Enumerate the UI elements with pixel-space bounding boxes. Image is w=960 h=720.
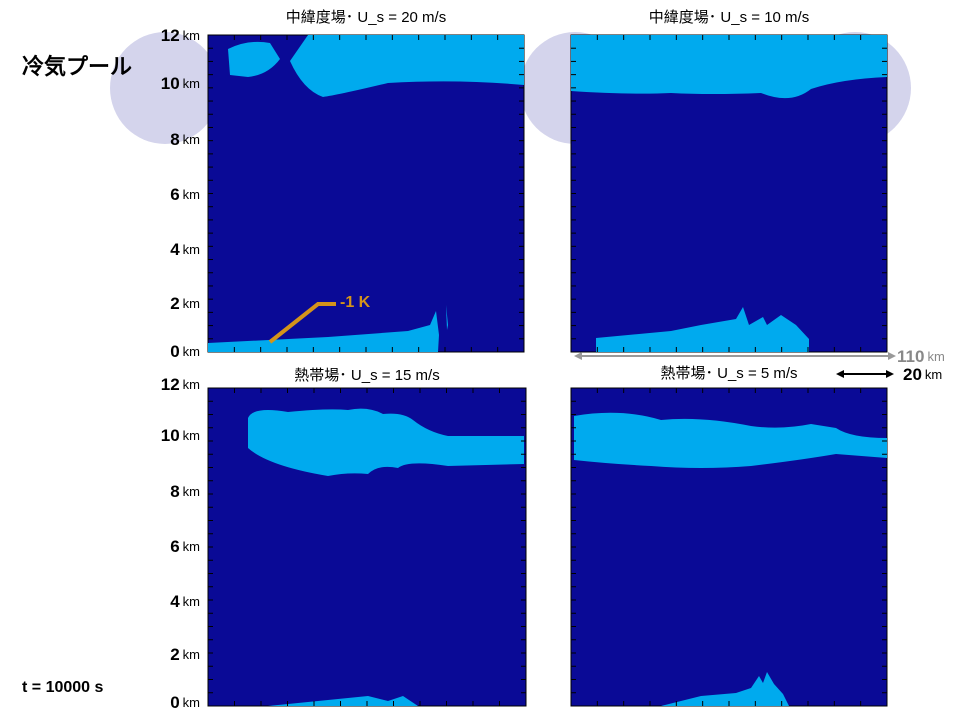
y-tick-label: 2 km (170, 645, 200, 664)
panel-title: 熱帯場･ U_s = 15 m/s (294, 367, 439, 384)
unit: km (183, 187, 200, 202)
scale-label: 110 km (897, 347, 945, 366)
unit: km (183, 484, 200, 499)
unit: km (183, 296, 200, 311)
panel (207, 34, 525, 353)
unit: km (183, 428, 200, 443)
number: 6 (170, 537, 179, 556)
y-tick-label: 10 km (161, 426, 200, 445)
unit: km (183, 242, 200, 257)
unit: km (183, 76, 200, 91)
label: 冷気プール (22, 54, 132, 79)
highlight (110, 32, 220, 144)
unit: km (183, 539, 200, 554)
number: 10 (161, 426, 180, 445)
unit: km (183, 132, 200, 147)
number: 0 (170, 693, 179, 712)
number: 12 (161, 26, 180, 45)
annotation-line (268, 302, 336, 344)
unit: km (183, 647, 200, 662)
scale-110 (574, 352, 896, 360)
unit: km (183, 344, 200, 359)
unit: km (183, 594, 200, 609)
panel-title: 熱帯場･ U_s = 5 m/s (660, 365, 797, 382)
panel-title: 中緯度場･ U_s = 10 m/s (649, 9, 809, 26)
y-tick-label: 12 km (161, 26, 200, 45)
unit: km (927, 349, 944, 364)
number: 8 (170, 130, 179, 149)
time: t = 10000 s (22, 679, 104, 696)
panel (207, 387, 527, 707)
number: 20 (903, 365, 922, 384)
panel-title: 中緯度場･ U_s = 20 m/s (286, 9, 446, 26)
unit: km (183, 28, 200, 43)
number: 12 (161, 375, 180, 394)
number: 0 (170, 342, 179, 361)
y-tick-label: 4 km (170, 592, 200, 611)
number: 110 (897, 347, 924, 366)
y-tick-label: 0 km (170, 693, 200, 712)
unit: km (183, 377, 200, 392)
panel (570, 34, 888, 353)
annotation: -1 K (340, 294, 371, 311)
y-tick-label: 6 km (170, 185, 200, 204)
y-tick-label: 8 km (170, 130, 200, 149)
number: 10 (161, 74, 180, 93)
y-tick-label: 10 km (161, 74, 200, 93)
number: 2 (170, 645, 179, 664)
y-tick-label: 2 km (170, 294, 200, 313)
number: 8 (170, 482, 179, 501)
number: 4 (170, 240, 180, 259)
y-tick-label: 6 km (170, 537, 200, 556)
unit: km (925, 367, 942, 382)
number: 6 (170, 185, 179, 204)
number: 4 (170, 592, 180, 611)
number: 2 (170, 294, 179, 313)
scale-label: 20 km (903, 365, 942, 384)
panel (570, 387, 888, 707)
y-tick-label: 12 km (161, 375, 200, 394)
y-tick-label: 0 km (170, 342, 200, 361)
scale-20 (836, 370, 894, 378)
unit: km (183, 695, 200, 710)
y-tick-label: 4 km (170, 240, 200, 259)
y-tick-label: 8 km (170, 482, 200, 501)
